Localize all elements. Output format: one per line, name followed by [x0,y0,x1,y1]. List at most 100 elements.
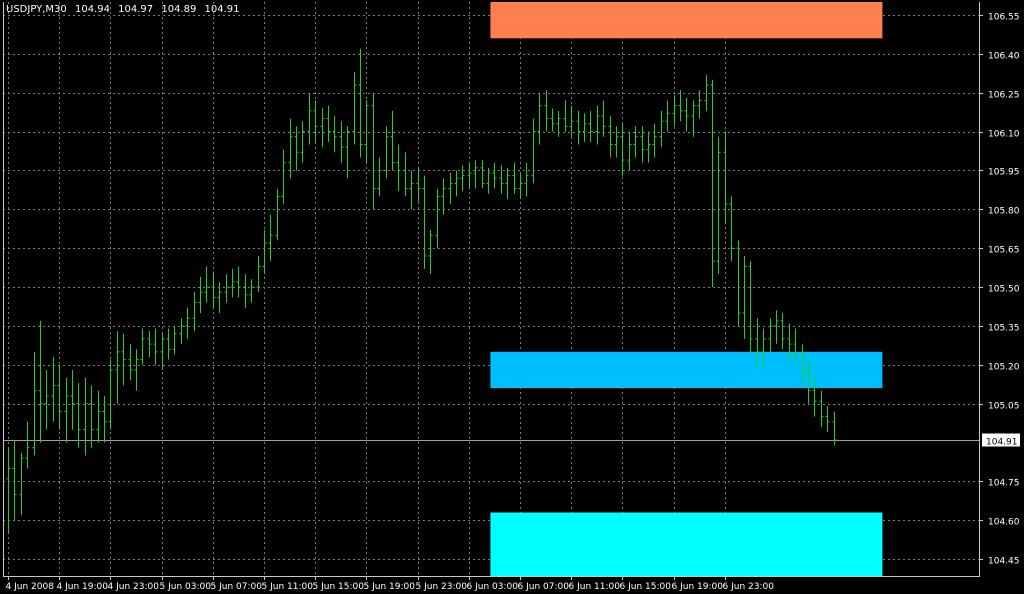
price-bar [320,108,325,148]
price-bar [774,310,779,345]
x-tick-label: 4 Jun 2008 [6,582,55,592]
price-bar [160,333,165,370]
price-bar [678,90,683,122]
price-bar [358,48,363,158]
price-bar [416,167,421,202]
x-tick-label: 4 Jun 19:00 [57,582,109,592]
price-bar [627,131,632,171]
price-bar [710,79,715,288]
x-tick-label: 4 Jun 23:00 [108,582,160,592]
price-bar [249,279,254,303]
price-bar [275,188,280,241]
y-tick-label: 105.65 [988,246,1020,256]
price-bar [736,240,741,326]
price-bar [448,173,453,205]
price-bar [800,344,805,386]
y-tick-label: 104.60 [988,518,1020,528]
zone-resistance [490,2,883,39]
price-bar [473,160,478,189]
price-bar [390,110,395,171]
price-bar [313,100,318,142]
price-bars [6,48,837,534]
price-bar [729,196,734,262]
price-bar [300,121,305,163]
price-bar [377,157,382,197]
price-bar [518,173,523,199]
price-bar [480,160,485,189]
price-bar [812,375,817,417]
price-bar [819,390,824,427]
y-tick-label: 104.45 [988,557,1020,567]
price-bar [230,268,235,298]
price-bar [76,382,81,448]
price-bar [236,266,241,298]
price-bar [486,167,491,194]
x-tick-label: 6 Jun 11:00 [569,582,621,592]
zone-support-2 [490,512,883,576]
price-bar [198,276,203,313]
x-tick-label: 5 Jun 23:00 [416,582,468,592]
price-bar [339,121,344,163]
y-tick-label: 106.25 [988,91,1020,101]
zones [490,2,883,576]
price-bar [428,230,433,275]
price-bar [832,411,837,446]
ohlc-high: 104.97 [118,4,154,15]
x-tick-label: 6 Jun 19:00 [672,582,724,592]
y-tick-label: 105.95 [988,168,1020,178]
price-bar [345,126,350,179]
price-bar [697,90,702,119]
price-bar [281,149,286,205]
price-bar [121,333,126,386]
price-bar [364,100,369,163]
price-bar [435,188,440,249]
price-bar [556,110,561,137]
price-bar [51,357,56,422]
x-tick-label: 6 Jun 07:00 [518,582,570,592]
price-bar [665,100,670,132]
price-bar [224,274,229,303]
price-bar [294,126,299,171]
price-bar [115,331,120,404]
price-bar [422,175,427,269]
price-bar [825,406,830,433]
price-bar [57,364,62,430]
price-bar [768,318,773,352]
price-bar [352,71,357,145]
price-bar [640,126,645,163]
x-tick-label: 5 Jun 07:00 [211,582,263,592]
price-bar [288,118,293,179]
price-bar [102,395,107,443]
price-bar [588,110,593,142]
price-bar [211,271,216,308]
price-bar [531,118,536,184]
price-bar [652,123,657,158]
price-bar [793,328,798,365]
price-bar [550,108,555,132]
price-bar [806,359,811,404]
y-tick-label: 106.55 [988,13,1020,23]
price-bar [403,152,408,197]
price-bar [512,162,517,194]
bid-price-label: 104.91 [986,438,1018,448]
price-bar [192,292,197,332]
price-bar [89,385,94,448]
price-bar [64,377,69,443]
price-bar [716,136,721,275]
price-bar [620,123,625,176]
price-bar [185,307,190,339]
price-bar [544,90,549,132]
y-tick-label: 105.20 [988,363,1020,373]
price-bar [307,92,312,145]
grid [3,2,979,576]
zone-support-1 [490,351,883,389]
x-tick-label: 6 Jun 15:00 [620,582,672,592]
axes: 106.55 106.40 106.25 106.10 105.95 105.80 105.… [3,2,1020,592]
price-bar [25,421,30,469]
price-bar [96,390,101,443]
price-bar [243,274,248,308]
price-bar [672,95,677,127]
price-bar [704,74,709,111]
